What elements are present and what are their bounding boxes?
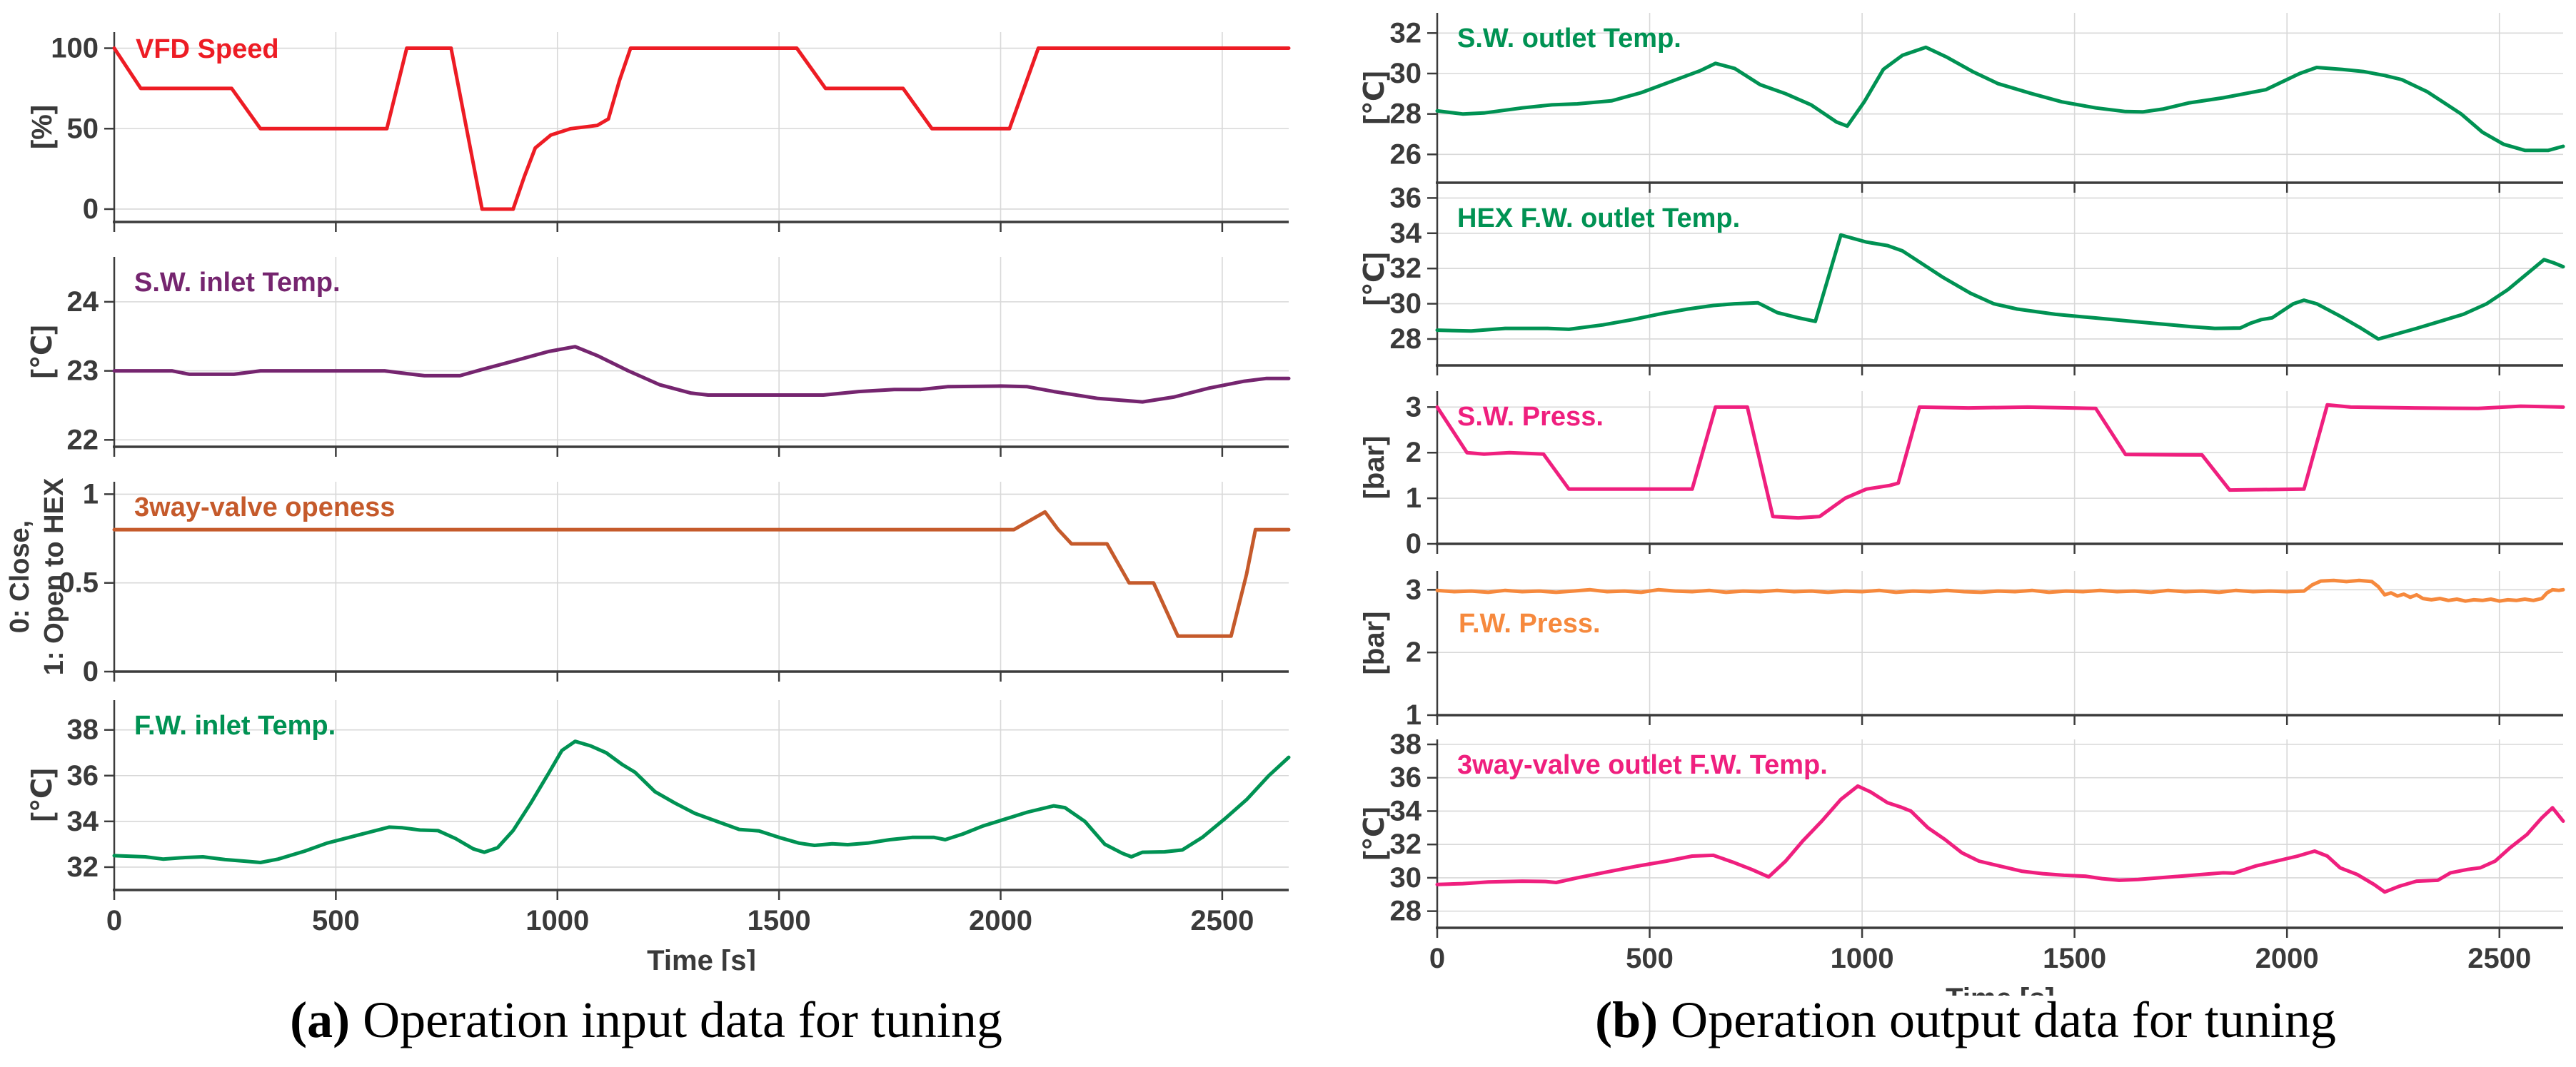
svg-text:1000: 1000 <box>1831 943 1894 974</box>
svg-text:2500: 2500 <box>2467 943 2531 974</box>
svg-text:[℃]: [℃] <box>1359 71 1390 124</box>
svg-text:[℃]: [℃] <box>26 768 58 821</box>
svg-text:28: 28 <box>1390 323 1422 355</box>
subplot-fw-inlet-temp: 32 34 36 38 [℃] F.W. inlet Temp. 0 500 1000 1500 2… <box>26 700 1291 976</box>
panel-a-input-charts: 0 50 100 [%] VFD Speed 22 23 24 [℃] S.W. inlet Te… <box>0 0 1292 976</box>
svg-text:50: 50 <box>67 113 99 144</box>
series-line-3way-valve-outlet-fw-temp <box>1435 784 2565 894</box>
panel-b-output-charts: 26 28 30 32 [℃] S.W. outlet Temp. 28 30 32 34 36 [℃… <box>1355 0 2576 1014</box>
series-label-hex-fw-outlet-temp: HEX F.W. outlet Temp. <box>1457 203 1740 233</box>
svg-text:[bar]: [bar] <box>1359 612 1390 675</box>
subplot-vfd-speed: 0 50 100 [%] VFD Speed <box>26 32 1291 232</box>
svg-text:38: 38 <box>1390 729 1422 760</box>
svg-text:32: 32 <box>1390 253 1422 284</box>
svg-text:2: 2 <box>1406 437 1422 468</box>
series-label-sw-outlet-temp: S.W. outlet Temp. <box>1457 24 1681 54</box>
svg-text:22: 22 <box>67 424 99 455</box>
svg-text:34: 34 <box>1390 795 1422 826</box>
svg-text:1: Open to HEX: 1: Open to HEX <box>39 477 69 675</box>
subplot-sw-outlet-temp: 26 28 30 32[℃] S.W. outlet Temp. <box>1359 13 2565 193</box>
series-line-3way-valve-openess <box>112 510 1291 638</box>
svg-text:2500: 2500 <box>1190 905 1254 936</box>
svg-text:1: 1 <box>1406 699 1422 731</box>
svg-text:1500: 1500 <box>2043 943 2106 974</box>
series-line-fw-inlet-temp <box>112 739 1291 864</box>
svg-text:[℃]: [℃] <box>1359 252 1390 305</box>
series-label-fw-inlet-temp: F.W. inlet Temp. <box>134 711 336 741</box>
svg-text:28: 28 <box>1390 98 1422 130</box>
series-label-sw-press: S.W. Press. <box>1457 402 1604 432</box>
caption-a-text: Operation input data for tuning <box>350 991 1002 1048</box>
series-label-vfd-speed: VFD Speed <box>136 34 279 64</box>
svg-text:2000: 2000 <box>969 905 1032 936</box>
svg-text:[℃]: [℃] <box>26 325 58 378</box>
svg-text:36: 36 <box>1390 182 1422 213</box>
svg-text:0: 0 <box>1429 943 1445 974</box>
svg-text:0: 0 <box>83 193 99 225</box>
svg-text:32: 32 <box>1390 829 1422 860</box>
svg-text:[℃]: [℃] <box>1359 806 1390 860</box>
series-line-sw-outlet-temp <box>1435 45 2565 153</box>
svg-text:0: 0 <box>83 656 99 687</box>
svg-text:0: 0 <box>1406 528 1422 560</box>
svg-text:0.5: 0.5 <box>59 567 99 599</box>
subplot-3way-valve-openess: 0 0.5 1 0: Close, 1: Open to HEX 3way-valve o… <box>5 477 1291 687</box>
caption-b-text: Operation output data for tuning <box>1658 991 2336 1048</box>
svg-text:1500: 1500 <box>748 905 811 936</box>
svg-text:1000: 1000 <box>525 905 589 936</box>
series-label-3way-valve-outlet-fw-temp: 3way-valve outlet F.W. Temp. <box>1457 750 1828 780</box>
svg-text:24: 24 <box>67 286 99 318</box>
series-line-sw-press <box>1435 403 2565 520</box>
svg-text:34: 34 <box>67 806 99 837</box>
caption-b: (b) Operation output data for tuning <box>1355 991 2576 1050</box>
svg-text:26: 26 <box>1390 138 1422 170</box>
caption-a-label: (a) <box>290 991 351 1048</box>
series-line-hex-fw-outlet-temp <box>1435 233 2565 341</box>
series-label-sw-inlet-temp: S.W. inlet Temp. <box>134 268 341 298</box>
series-line-vfd-speed <box>112 46 1291 211</box>
subplot-sw-press: 0 1 2 3 [bar] S.W. Press. <box>1359 391 2565 560</box>
series-line-sw-inlet-temp <box>112 345 1291 404</box>
svg-text:23: 23 <box>67 355 99 387</box>
svg-text:0: 0 <box>106 905 122 936</box>
svg-text:[%]: [%] <box>26 105 58 149</box>
svg-text:1: 1 <box>1406 482 1422 514</box>
svg-text:38: 38 <box>67 714 99 746</box>
svg-text:32: 32 <box>67 851 99 883</box>
svg-text:100: 100 <box>51 33 99 64</box>
svg-text:3: 3 <box>1406 391 1422 423</box>
x-axis-label: Time [s] <box>647 945 756 971</box>
svg-text:36: 36 <box>1390 762 1422 794</box>
svg-text:0: Close,: 0: Close, <box>5 520 35 633</box>
series-line-fw-press <box>1435 578 2565 603</box>
svg-text:[bar]: [bar] <box>1359 436 1390 500</box>
svg-text:3: 3 <box>1406 574 1422 605</box>
svg-text:28: 28 <box>1390 896 1422 927</box>
svg-text:30: 30 <box>1390 862 1422 894</box>
svg-text:1: 1 <box>83 478 99 510</box>
subplot-fw-press: 1 2 3 [bar] F.W. Press. <box>1359 571 2565 731</box>
series-label-3way-valve-openess: 3way-valve openess <box>134 492 395 522</box>
svg-text:500: 500 <box>312 905 360 936</box>
series-label-fw-press: F.W. Press. <box>1459 609 1601 639</box>
caption-a: (a) Operation input data for tuning <box>0 991 1292 1050</box>
svg-text:36: 36 <box>67 760 99 792</box>
svg-text:34: 34 <box>1390 218 1422 249</box>
subplot-sw-inlet-temp: 22 23 24 [℃] S.W. inlet Temp. <box>26 257 1291 457</box>
svg-text:2000: 2000 <box>2255 943 2319 974</box>
svg-text:2: 2 <box>1406 637 1422 668</box>
svg-text:500: 500 <box>1626 943 1674 974</box>
svg-text:30: 30 <box>1390 288 1422 320</box>
svg-text:32: 32 <box>1390 17 1422 49</box>
caption-b-label: (b) <box>1595 991 1659 1048</box>
svg-text:30: 30 <box>1390 58 1422 89</box>
